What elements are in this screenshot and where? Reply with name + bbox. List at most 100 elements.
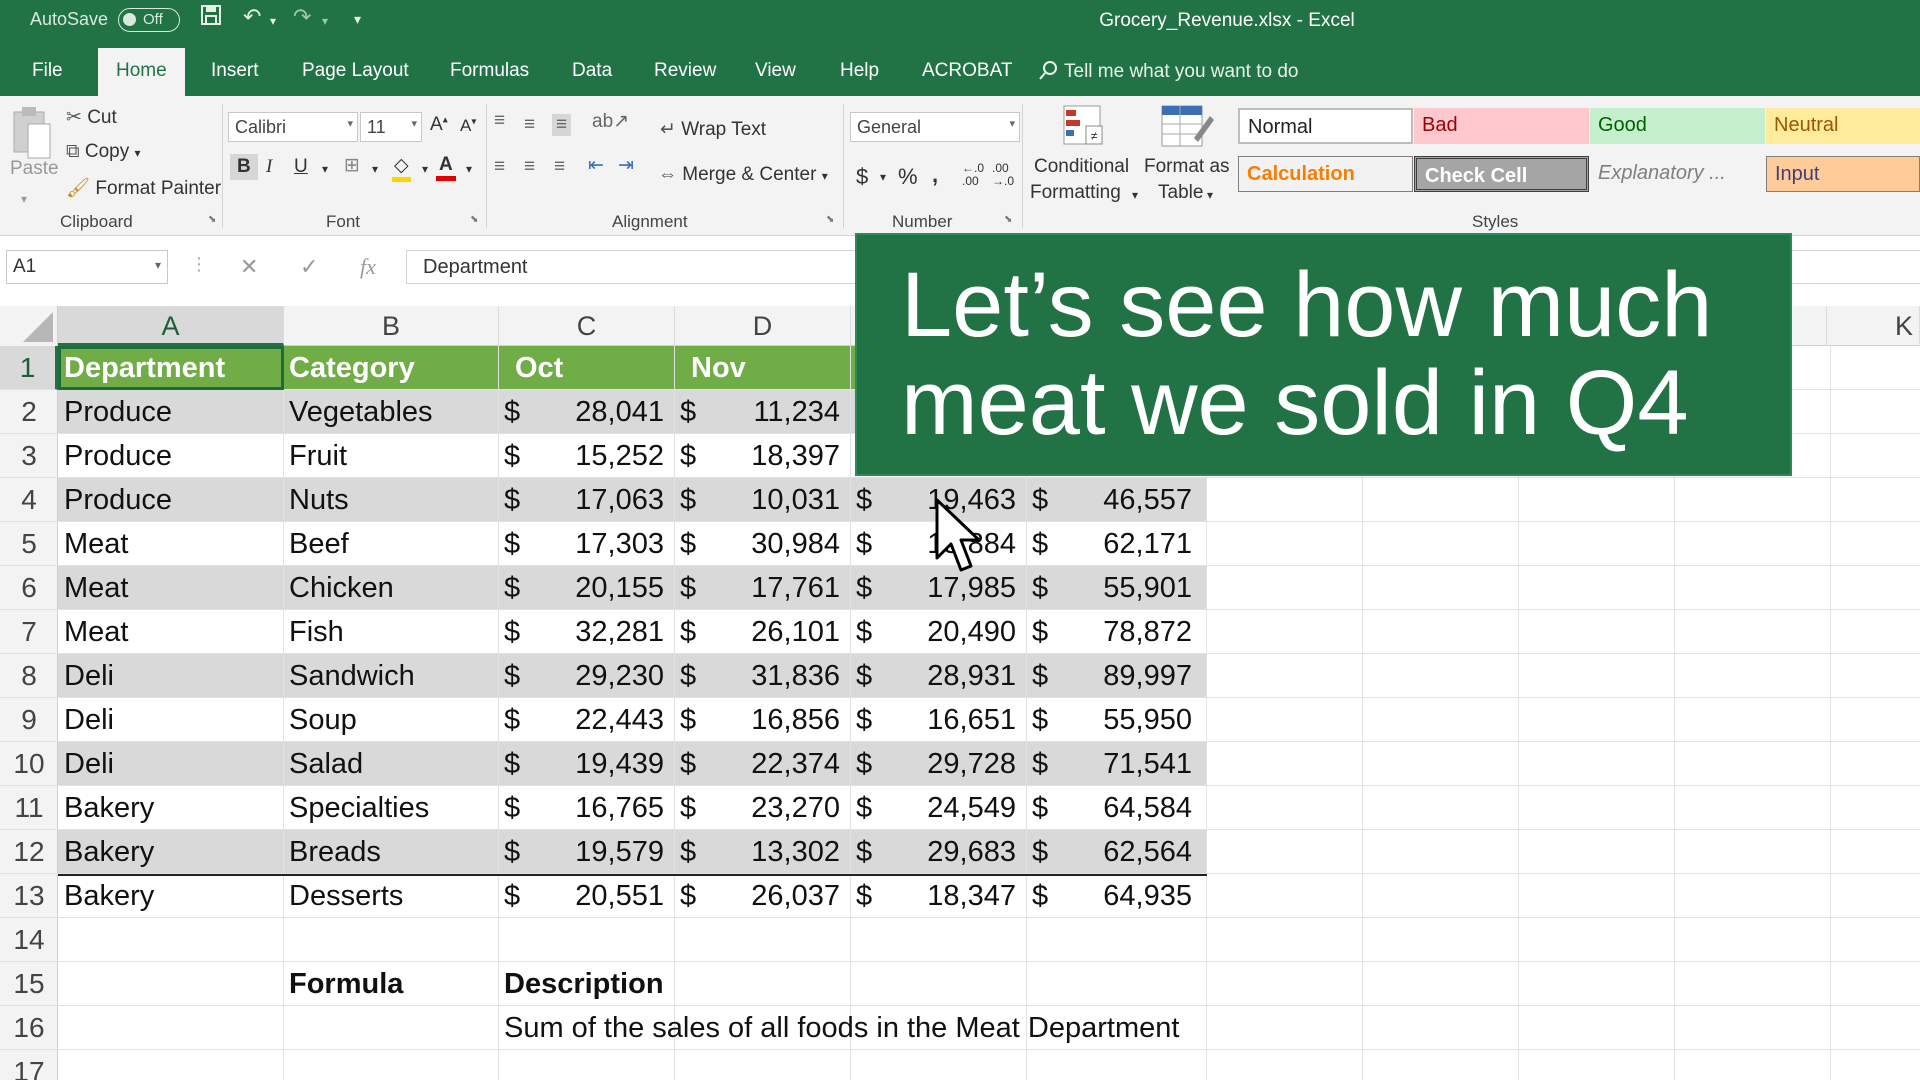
column-header-k[interactable]: K: [1827, 306, 1920, 346]
cell-e11[interactable]: 24,549: [927, 792, 1016, 824]
cell-a8[interactable]: Deli: [64, 660, 114, 692]
fill-color-dropdown-icon[interactable]: ▾: [422, 162, 429, 176]
font-size-box[interactable]: 11 ▾: [360, 112, 422, 142]
cell-a4[interactable]: Produce: [64, 484, 173, 516]
tab-page-layout[interactable]: Page Layout: [302, 60, 409, 81]
tab-data[interactable]: Data: [572, 60, 613, 81]
format-painter-button[interactable]: 🖌 Format Painter: [66, 176, 221, 200]
style-calculation[interactable]: Calculation: [1238, 156, 1413, 192]
tab-insert[interactable]: Insert: [211, 60, 259, 81]
cell-a6[interactable]: Meat: [64, 572, 129, 604]
currency-symbol[interactable]: $: [1032, 704, 1049, 736]
comma-style-icon[interactable]: ,: [932, 162, 939, 187]
currency-symbol[interactable]: $: [1032, 616, 1049, 648]
autosave-toggle[interactable]: Off: [118, 8, 180, 32]
cell-d2[interactable]: 11,234: [753, 396, 840, 428]
row-header-7[interactable]: 7: [0, 610, 58, 654]
column-header-b[interactable]: B: [284, 306, 499, 346]
style-explanatory[interactable]: Explanatory ...: [1598, 162, 1726, 184]
cell-a1[interactable]: Department: [64, 352, 226, 384]
redo-icon[interactable]: ↷: [293, 4, 312, 29]
fill-color-icon[interactable]: ◇: [392, 154, 411, 182]
cell-d9[interactable]: 16,856: [751, 704, 840, 736]
currency-symbol[interactable]: $: [856, 616, 873, 648]
redo-dropdown-icon[interactable]: ▾: [322, 14, 329, 28]
row-header-4[interactable]: 4: [0, 478, 58, 522]
tab-view[interactable]: View: [755, 60, 796, 81]
cell-c15[interactable]: Description: [504, 968, 664, 1000]
cell-d3[interactable]: 18,397: [751, 440, 840, 472]
cell-c13[interactable]: 20,551: [575, 880, 664, 912]
cell-c7[interactable]: 32,281: [575, 616, 664, 648]
row-header-14[interactable]: 14: [0, 918, 58, 962]
currency-symbol[interactable]: $: [1032, 484, 1049, 516]
number-launcher-icon[interactable]: ⬊: [1004, 214, 1013, 225]
increase-decimal-icon[interactable]: ←.0.00: [962, 161, 985, 188]
row-header-3[interactable]: 3: [0, 434, 58, 478]
cell-b7[interactable]: Fish: [289, 616, 344, 648]
cell-d4[interactable]: 10,031: [751, 484, 840, 516]
cell-c12[interactable]: 19,579: [575, 836, 664, 868]
cell-a9[interactable]: Deli: [64, 704, 114, 736]
style-input[interactable]: Input: [1766, 156, 1920, 192]
cell-a10[interactable]: Deli: [64, 748, 114, 780]
tell-me-search[interactable]: Tell me what you want to do: [1038, 60, 1298, 83]
currency-symbol[interactable]: $: [1032, 572, 1049, 604]
currency-symbol[interactable]: $: [856, 792, 873, 824]
currency-symbol[interactable]: $: [504, 572, 521, 604]
cell-f7[interactable]: 78,872: [1103, 616, 1192, 648]
save-icon[interactable]: [200, 4, 222, 32]
row-header-1[interactable]: 1: [0, 346, 58, 390]
underline-dropdown-icon[interactable]: ▾: [322, 162, 329, 176]
customize-toolbar-icon[interactable]: ▾: [354, 11, 362, 27]
cell-f5[interactable]: 62,171: [1103, 528, 1192, 560]
row-header-10[interactable]: 10: [0, 742, 58, 786]
decrease-decimal-icon[interactable]: .00 →.0: [992, 161, 1015, 188]
currency-symbol[interactable]: $: [680, 396, 697, 428]
currency-symbol[interactable]: $: [1032, 528, 1049, 560]
increase-indent-icon[interactable]: ⇥: [618, 155, 634, 176]
enter-icon[interactable]: ✓: [300, 254, 319, 279]
cell-c9[interactable]: 22,443: [575, 704, 664, 736]
cell-b15[interactable]: Formula: [289, 968, 404, 1000]
cell-b2[interactable]: Vegetables: [289, 396, 433, 428]
tab-acrobat[interactable]: ACROBAT: [922, 60, 1013, 81]
currency-symbol[interactable]: $: [856, 704, 873, 736]
cell-e6[interactable]: 17,985: [927, 572, 1016, 604]
font-color-dropdown-icon[interactable]: ▾: [466, 162, 473, 176]
number-format-box[interactable]: General ▾: [850, 112, 1020, 142]
currency-symbol[interactable]: $: [856, 660, 873, 692]
cell-f8[interactable]: 89,997: [1103, 660, 1192, 692]
style-check-cell[interactable]: Check Cell: [1414, 156, 1589, 192]
row-header-5[interactable]: 5: [0, 522, 58, 566]
currency-symbol[interactable]: $: [680, 440, 697, 472]
drag-handle-icon[interactable]: ⋮: [190, 254, 208, 274]
align-center-icon[interactable]: ≡: [524, 156, 536, 177]
row-header-13[interactable]: 13: [0, 874, 58, 918]
row-header-11[interactable]: 11: [0, 786, 58, 830]
name-box[interactable]: A1 ▾: [6, 250, 168, 284]
currency-symbol[interactable]: $: [504, 748, 521, 780]
align-middle-icon[interactable]: ≡: [524, 114, 536, 135]
style-good[interactable]: Good: [1590, 108, 1765, 144]
row-header-6[interactable]: 6: [0, 566, 58, 610]
tab-review[interactable]: Review: [654, 60, 717, 81]
cell-c5[interactable]: 17,303: [575, 528, 664, 560]
currency-symbol[interactable]: $: [504, 792, 521, 824]
cell-b3[interactable]: Fruit: [289, 440, 347, 472]
bold-icon[interactable]: B: [230, 154, 258, 180]
cell-b1[interactable]: Category: [289, 352, 415, 384]
cell-f4[interactable]: 46,557: [1103, 484, 1192, 516]
borders-icon[interactable]: ⊞: [344, 155, 360, 176]
cell-e13[interactable]: 18,347: [927, 880, 1016, 912]
cell-e9[interactable]: 16,651: [927, 704, 1016, 736]
font-launcher-icon[interactable]: ⬊: [470, 214, 479, 225]
cell-d1[interactable]: Nov: [691, 352, 746, 384]
row-header-9[interactable]: 9: [0, 698, 58, 742]
cell-b12[interactable]: Breads: [289, 836, 381, 868]
cell-f13[interactable]: 64,935: [1103, 880, 1192, 912]
merge-center-button[interactable]: ⇔ Merge & Center ▾: [658, 164, 828, 186]
font-color-icon[interactable]: A: [436, 154, 456, 181]
style-bad[interactable]: Bad: [1414, 108, 1589, 144]
cell-a12[interactable]: Bakery: [64, 836, 155, 868]
